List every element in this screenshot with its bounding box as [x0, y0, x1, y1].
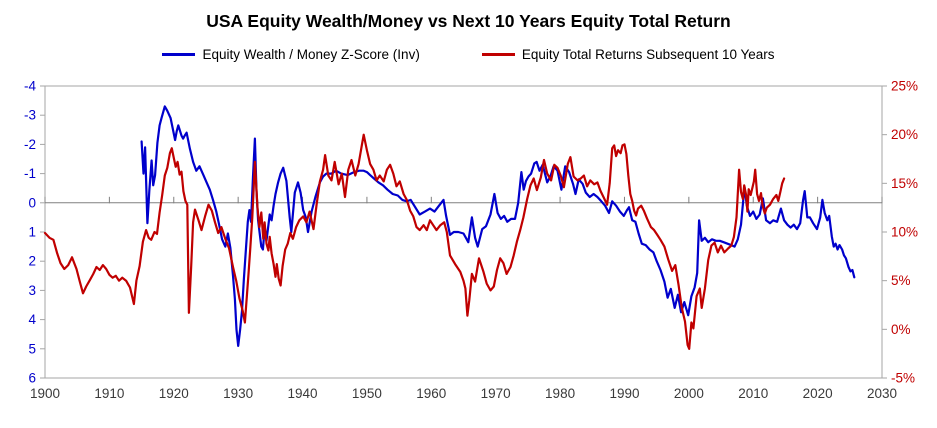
legend-item-returns: Equity Total Returns Subsequent 10 Years	[481, 47, 775, 62]
x-axis-tick-label: 2000	[674, 386, 704, 401]
legend-label-zscore: Equity Wealth / Money Z-Score (Inv)	[202, 47, 420, 62]
zscore-series-line	[140, 105, 856, 347]
legend-item-zscore: Equity Wealth / Money Z-Score (Inv)	[162, 47, 420, 62]
left-axis-tick-label: 3	[28, 283, 36, 298]
left-axis-tick-label: 0	[28, 195, 36, 210]
x-axis-tick-label: 1980	[545, 386, 575, 401]
x-axis-tick-label: 2010	[738, 386, 768, 401]
right-axis-tick-label: 20%	[891, 127, 918, 142]
right-axis-tick-label: -5%	[891, 371, 915, 386]
x-axis-tick-label: 1920	[159, 386, 189, 401]
right-axis-tick-label: 10%	[891, 225, 918, 240]
right-axis-tick-label: 15%	[891, 176, 918, 191]
x-axis-tick-label: 1900	[30, 386, 60, 401]
right-axis-tick-label: 0%	[891, 322, 911, 337]
chart-title: USA Equity Wealth/Money vs Next 10 Years…	[206, 11, 731, 31]
x-axis-tick-label: 1950	[352, 386, 382, 401]
left-axis-tick-label: -1	[24, 166, 36, 181]
x-axis-tick-label: 1930	[223, 386, 253, 401]
blue-line-swatch	[162, 53, 196, 56]
left-axis-tick-label: 5	[28, 341, 36, 356]
right-axis-tick-label: 25%	[891, 79, 918, 94]
x-axis-tick-label: 1970	[481, 386, 511, 401]
x-axis-tick-label: 1960	[416, 386, 446, 401]
legend: Equity Wealth / Money Z-Score (Inv) Equi…	[0, 47, 937, 62]
right-axis-tick-label: 5%	[891, 273, 911, 288]
legend-label-returns: Equity Total Returns Subsequent 10 Years	[521, 47, 775, 62]
left-axis-tick-label: 2	[28, 254, 36, 269]
x-axis-tick-label: 1910	[94, 386, 124, 401]
plot-border	[44, 85, 883, 379]
returns-series-line	[43, 133, 786, 350]
left-axis-tick-label: -2	[24, 137, 36, 152]
left-axis-tick-label: 1	[28, 225, 36, 240]
left-axis-tick-label: 6	[28, 371, 36, 386]
left-axis-tick-label: 4	[28, 312, 36, 327]
left-axis-tick-label: -3	[24, 108, 36, 123]
red-line-swatch	[481, 53, 515, 56]
x-axis-tick-label: 2020	[803, 386, 833, 401]
x-axis-tick-label: 1940	[288, 386, 318, 401]
x-axis-tick-label: 2030	[867, 386, 897, 401]
left-axis-tick-label: -4	[24, 79, 36, 94]
x-axis-tick-label: 1990	[609, 386, 639, 401]
